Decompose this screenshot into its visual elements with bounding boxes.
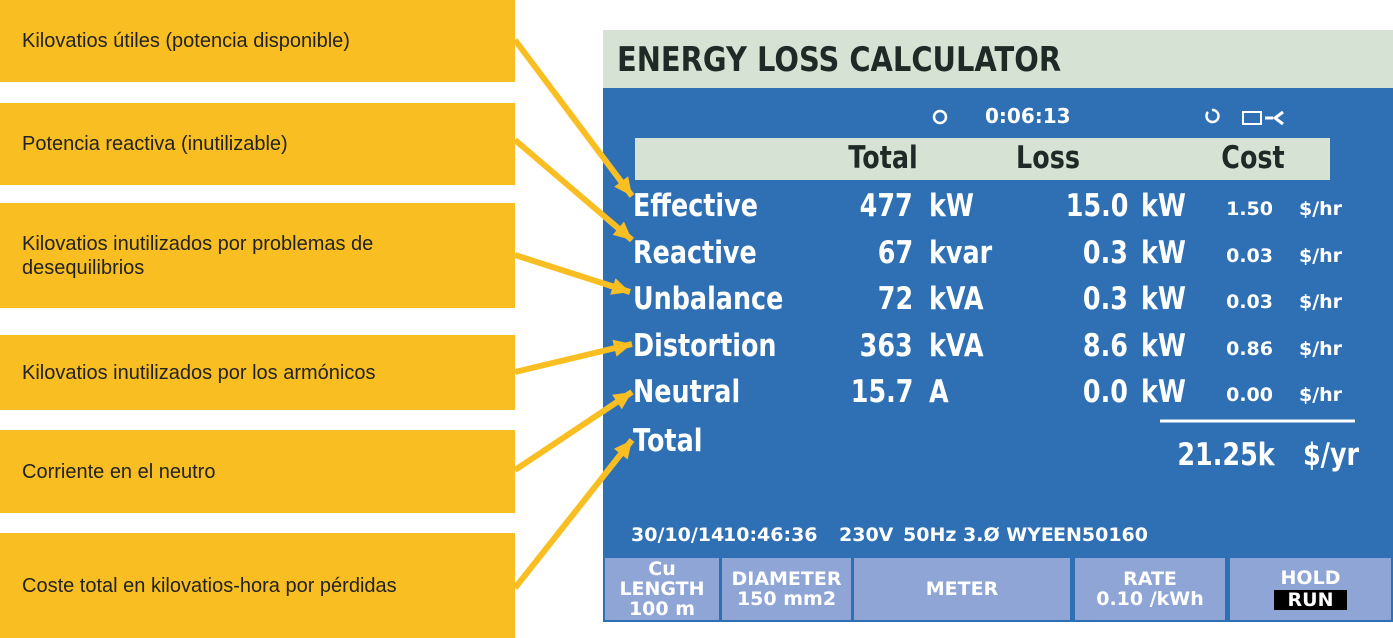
arrows	[0, 0, 1393, 638]
arrow-head	[610, 278, 630, 295]
arrow	[515, 140, 632, 240]
page: Kilovatios útiles (potencia disponible)P…	[0, 0, 1393, 638]
arrow	[515, 40, 632, 196]
arrow	[515, 255, 630, 292]
arrow	[515, 344, 632, 372]
arrow	[515, 440, 632, 588]
